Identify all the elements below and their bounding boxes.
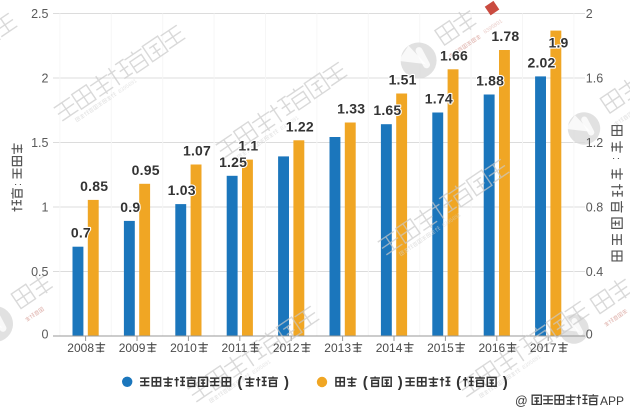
svg-text:2015: 2015: [427, 341, 454, 355]
svg-text:2008: 2008: [67, 341, 94, 355]
svg-text:2010: 2010: [170, 341, 197, 355]
svg-text:0.7: 0.7: [71, 225, 91, 241]
svg-text:(: (: [456, 374, 461, 391]
svg-text:1.66: 1.66: [440, 47, 468, 63]
svg-text:0.9: 0.9: [120, 199, 140, 215]
svg-text:0: 0: [42, 327, 49, 341]
svg-text:2016: 2016: [479, 341, 506, 355]
svg-text:1.25: 1.25: [219, 154, 247, 170]
svg-text:1: 1: [42, 200, 49, 214]
svg-text:1.51: 1.51: [389, 72, 417, 88]
svg-text:0: 0: [586, 327, 593, 341]
svg-text:0.5: 0.5: [31, 265, 48, 279]
svg-text:0.8: 0.8: [586, 200, 603, 214]
svg-text:2.02: 2.02: [527, 54, 555, 70]
svg-text:2013: 2013: [324, 341, 351, 355]
svg-text:2011: 2011: [222, 341, 248, 355]
svg-text:1.33: 1.33: [337, 101, 365, 117]
svg-text:1.2: 1.2: [586, 136, 603, 150]
svg-text::: :: [610, 157, 622, 160]
svg-text:2014: 2014: [376, 341, 403, 355]
svg-text:1.07: 1.07: [183, 143, 211, 159]
svg-text:1.6: 1.6: [586, 71, 603, 85]
svg-text:1.22: 1.22: [286, 118, 314, 134]
svg-text:@: @: [515, 394, 528, 408]
svg-text::: :: [12, 183, 24, 186]
svg-text:1.1: 1.1: [238, 138, 258, 154]
svg-text:(: (: [363, 374, 368, 391]
svg-text:2.5: 2.5: [31, 7, 48, 21]
svg-text:1.78: 1.78: [491, 28, 519, 44]
svg-text:1.03: 1.03: [168, 182, 196, 198]
svg-text:): ): [284, 374, 289, 391]
svg-text:0.85: 0.85: [80, 178, 108, 194]
svg-text:1.9: 1.9: [548, 34, 568, 50]
svg-text:0.4: 0.4: [586, 265, 603, 279]
svg-text:0.95: 0.95: [132, 162, 160, 178]
svg-text:1.65: 1.65: [373, 102, 401, 118]
svg-text:2012: 2012: [273, 341, 300, 355]
svg-text:1.5: 1.5: [31, 136, 48, 150]
svg-text:2009: 2009: [119, 341, 146, 355]
svg-text:2: 2: [586, 7, 593, 21]
svg-text:1.74: 1.74: [425, 91, 453, 107]
svg-text:): ): [503, 374, 508, 391]
svg-text:): ): [398, 374, 403, 391]
svg-text:2017: 2017: [530, 341, 557, 355]
svg-text:1.88: 1.88: [476, 73, 504, 89]
svg-text:APP: APP: [600, 394, 624, 408]
svg-text:2: 2: [42, 71, 49, 85]
svg-text:(: (: [237, 374, 242, 391]
